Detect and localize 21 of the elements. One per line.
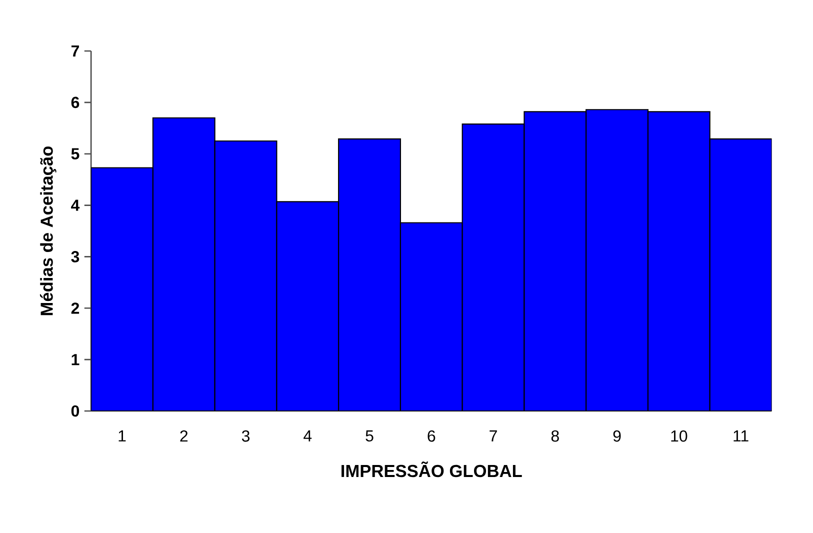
x-tick-label: 11 [734, 430, 748, 442]
x-tick-label: 4 [304, 430, 312, 442]
y-tick-label: 2 [71, 302, 80, 314]
y-tick-label: 5 [71, 148, 80, 160]
x-tick-label: 5 [366, 430, 374, 442]
y-tick-label: 1 [72, 354, 80, 366]
y-tick-label: 4 [71, 200, 80, 211]
x-tick-label: 9 [613, 430, 621, 442]
y-axis-title: Médias de Aceitação [40, 146, 56, 316]
x-tick-label: 1 [118, 430, 126, 442]
x-tick-label: 2 [180, 430, 188, 442]
y-tick-label: 7 [71, 46, 79, 57]
x-tick-label: 3 [242, 430, 250, 442]
y-tick-label: 3 [71, 251, 80, 262]
x-tick-label: 6 [428, 430, 436, 442]
x-tick-label: 7 [490, 430, 497, 442]
x-tick-label: 8 [551, 430, 559, 442]
y-tick-label: 6 [71, 96, 80, 108]
x-tick-label: 10 [671, 430, 688, 442]
x-axis-title: IMPRESSÃO GLOBAL [342, 462, 522, 478]
y-tick-label: 0 [71, 405, 80, 417]
